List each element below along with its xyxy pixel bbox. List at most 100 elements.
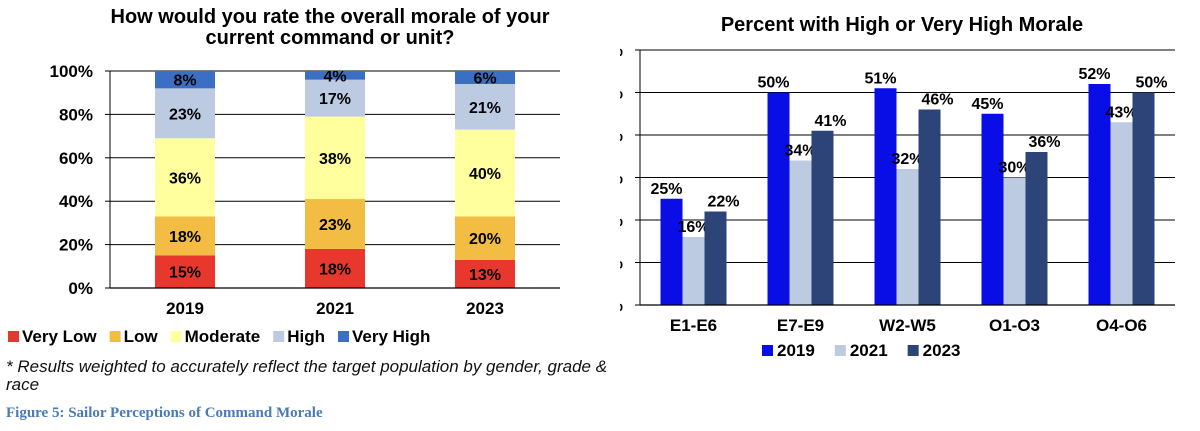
chart-2-data-label: 34% — [784, 143, 816, 160]
chart-2-bar-2021-O1-O3 — [1003, 177, 1026, 305]
chart-1-legend: Very Low Low Moderate High Very High — [8, 327, 430, 346]
chart-1-bar-moderate-2023 — [455, 129, 515, 217]
chart-2-legend-swatch — [762, 345, 773, 356]
footnote: * Results weighted to accurately reflect… — [6, 357, 608, 394]
chart-2-data-label: 41% — [814, 113, 846, 130]
stacked-morale-chart: How would you rate the overall morale of… — [8, 6, 560, 346]
chart-1-data-label: 4% — [323, 68, 346, 85]
chart-1-ytick-label: 60% — [59, 149, 93, 168]
chart-1-bar-moderate-2019 — [155, 138, 215, 217]
chart-1-data-label: 6% — [473, 71, 496, 88]
chart-1-ytick-label: 100% — [50, 62, 93, 81]
chart-2-bar-2019-W2-W5 — [874, 88, 897, 305]
chart-1-data-label: 40% — [469, 166, 501, 183]
chart-2-data-label: 50% — [757, 75, 789, 92]
chart-1-bar-low-2023 — [455, 216, 515, 260]
chart-1-data-label: 36% — [169, 170, 201, 187]
chart-1-bar-moderate-2021 — [305, 116, 365, 200]
high-morale-bar-chart: Percent with High or Very High Morale 0% 1… — [620, 14, 1175, 360]
chart-2-category-label: O4-O6 — [1096, 316, 1147, 335]
chart-1-data-label: 18% — [169, 229, 201, 246]
chart-1-ytick-label: 40% — [59, 192, 93, 211]
chart-1-data-label: 13% — [469, 267, 501, 284]
chart-2-data-label: 45% — [971, 96, 1003, 113]
chart-1-data-label: 23% — [319, 217, 351, 234]
chart-2-legend: 2019 2021 2023 — [762, 341, 960, 360]
chart-2-ytick-label: 30% — [620, 169, 623, 188]
chart-2-bar-2019-O4-O6 — [1088, 84, 1111, 305]
chart-2-legend-label: 2019 — [777, 341, 815, 360]
chart-2-bar-2021-W2-W5 — [896, 169, 919, 305]
chart-1-data-label: 17% — [319, 91, 351, 108]
chart-2-ytick-label: 50% — [620, 84, 623, 103]
chart-2-data-label: 22% — [707, 194, 739, 211]
chart-1-legend-label: Low — [124, 327, 159, 346]
chart-2-bar-2021-O4-O6 — [1110, 122, 1133, 305]
chart-2-legend-swatch — [907, 345, 919, 356]
chart-2-bar-2021-E1-E6 — [682, 237, 705, 305]
chart-2-data-label: 32% — [891, 151, 923, 168]
chart-2-ytick-label: 0% — [620, 296, 623, 315]
chart-2-category-label: E7-E9 — [777, 316, 824, 335]
chart-2-data-label: 30% — [998, 160, 1030, 177]
chart-1-bar-high-2021 — [305, 79, 365, 117]
chart-1-data-label: 20% — [469, 231, 501, 248]
chart-1-data-label: 21% — [469, 100, 501, 117]
chart-1-legend-swatch — [273, 331, 285, 342]
chart-2-bar-2023-O4-O6 — [1132, 92, 1155, 305]
chart-2-data-label: 25% — [650, 181, 682, 198]
chart-2-data-label: 51% — [864, 70, 896, 87]
chart-1-bar-low-2019 — [155, 216, 215, 256]
chart-2-bar-2021-E7-E9 — [789, 160, 812, 305]
chart-2-ytick-label: 10% — [620, 254, 623, 273]
chart-1-legend-label: High — [287, 327, 325, 346]
chart-1-legend-swatch — [109, 331, 121, 342]
chart-1-bar-very-low-2021 — [305, 248, 365, 288]
chart-1-legend-swatch — [338, 331, 349, 342]
chart-1-bar-high-2019 — [155, 88, 215, 139]
chart-1-bar-very-high-2021 — [305, 71, 365, 80]
chart-1-title-line-0: How would you rate the overall morale of… — [111, 6, 550, 28]
chart-2-bar-2023-E1-E6 — [704, 211, 727, 305]
chart-1-data-label: 23% — [169, 106, 201, 123]
chart-1-bar-very-high-2019 — [155, 71, 215, 89]
chart-2-data-label: 52% — [1078, 66, 1110, 83]
chart-1-title-line-1: current command or unit? — [206, 27, 455, 49]
chart-1-data-label: 15% — [169, 265, 201, 282]
chart-2-legend-label: 2023 — [923, 341, 961, 360]
chart-2-legend-label: 2021 — [850, 341, 888, 360]
chart-1-legend-swatch — [170, 331, 182, 342]
chart-1-ytick-label: 20% — [59, 236, 93, 255]
chart-1-bar-high-2023 — [455, 84, 515, 130]
chart-1-data-label: 38% — [319, 151, 351, 168]
chart-1-category-label: 2019 — [166, 299, 204, 318]
chart-1-legend-swatch — [8, 331, 19, 342]
chart-2-bar-2019-E1-E6 — [660, 198, 683, 305]
chart-2-ytick-label: 40% — [620, 126, 623, 145]
chart-2-bar-2019-E7-E9 — [767, 92, 790, 305]
chart-1-ytick-label: 0% — [68, 279, 93, 298]
chart-1-category-label: 2021 — [316, 299, 354, 318]
chart-2-category-label: W2-W5 — [879, 316, 936, 335]
chart-1-bar-very-low-2019 — [155, 255, 215, 288]
chart-2-data-label: 36% — [1028, 134, 1060, 151]
chart-2-category-label: O1-O3 — [989, 316, 1040, 335]
chart-2-bar-2023-E7-E9 — [811, 130, 834, 305]
chart-2-bar-2023-W2-W5 — [918, 109, 941, 305]
chart-2-title: Percent with High or Very High Morale — [721, 14, 1083, 36]
chart-1-legend-label: Very High — [352, 327, 430, 346]
chart-2-data-label: 50% — [1135, 75, 1167, 92]
chart-2-bar-2023-O1-O3 — [1025, 152, 1048, 305]
chart-1-bar-very-high-2023 — [455, 71, 515, 85]
chart-2-legend-swatch — [834, 345, 846, 356]
chart-1-data-label: 18% — [319, 261, 351, 278]
chart-2-data-label: 43% — [1105, 104, 1137, 121]
chart-2-ytick-label: 60% — [620, 41, 623, 60]
chart-2-bar-2019-O1-O3 — [981, 113, 1004, 305]
chart-2-data-label: 16% — [677, 219, 709, 236]
chart-1-data-label: 8% — [173, 73, 196, 90]
chart-2-data-label: 46% — [921, 92, 953, 109]
chart-1-bar-low-2021 — [305, 199, 365, 249]
chart-2-category-label: E1-E6 — [670, 316, 717, 335]
figure-caption: Figure 5: Sailor Perceptions of Command … — [6, 405, 323, 421]
